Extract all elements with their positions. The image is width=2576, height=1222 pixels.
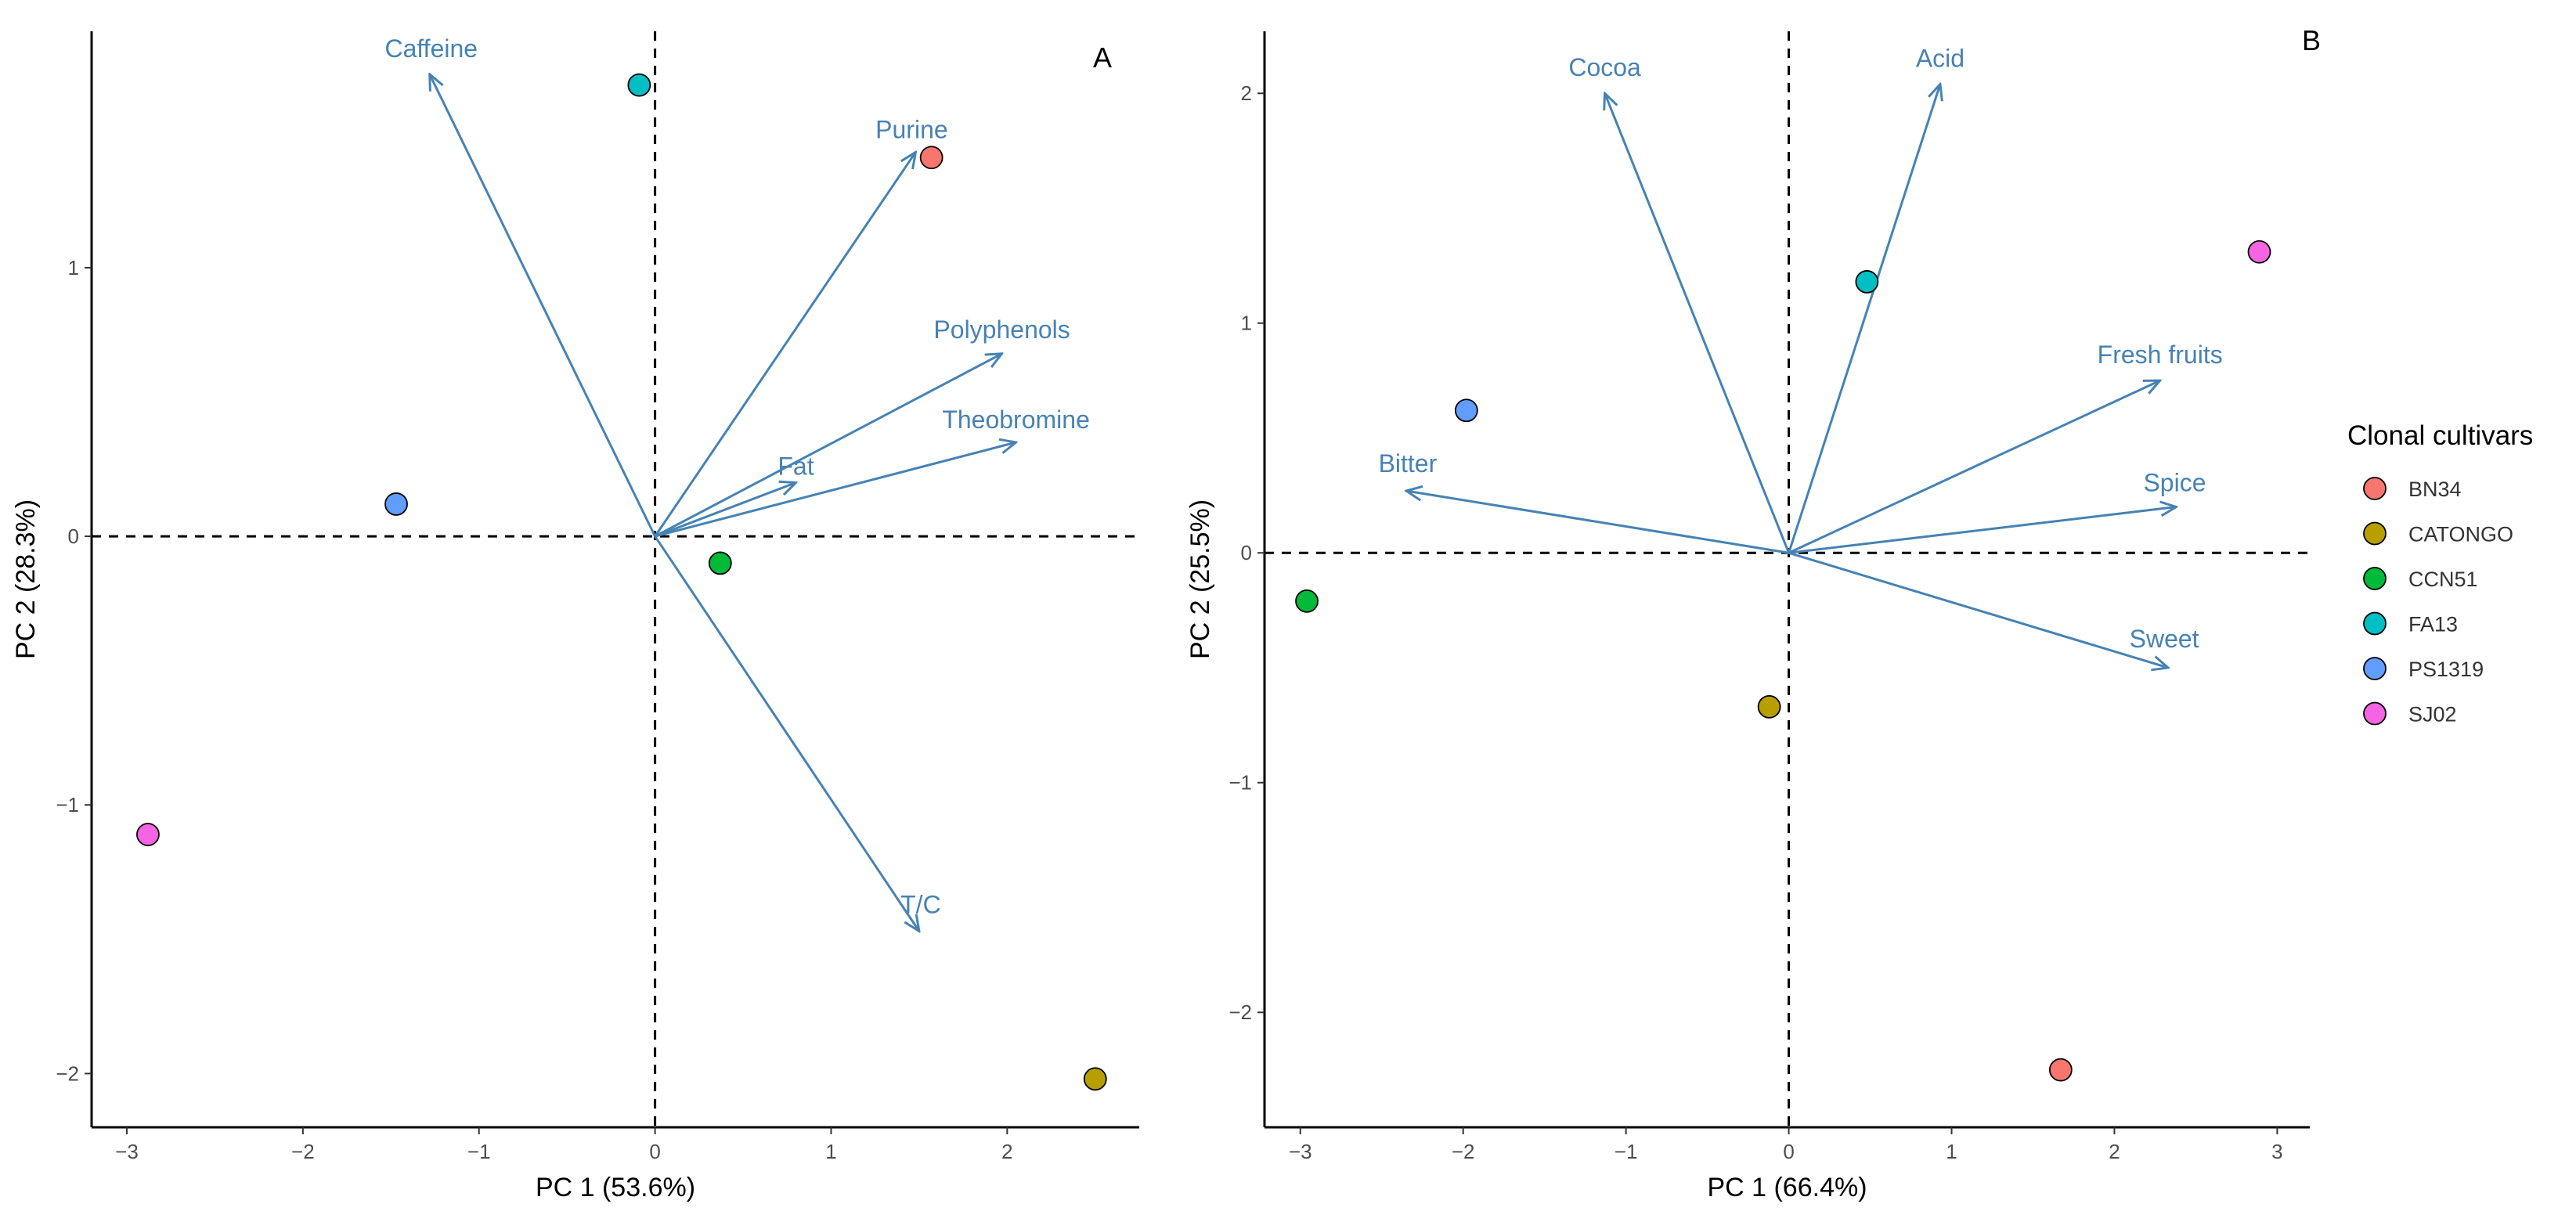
panel-b-point-catongo bbox=[1757, 694, 1781, 719]
panel-b-point-fa13 bbox=[1855, 270, 1879, 294]
panel-a-arrow-label-theobromine: Theobromine bbox=[942, 406, 1090, 434]
panel-a-arrow-label-polyphenols: Polyphenols bbox=[933, 315, 1070, 344]
panel-a-x-tick-label: 0 bbox=[649, 1140, 660, 1163]
legend-label-fa13: FA13 bbox=[2408, 613, 2458, 636]
panel-b-arrow-bitter bbox=[1406, 491, 1789, 554]
panel-a-y-axis-title: PC 2 (28.3%) bbox=[11, 499, 41, 659]
panel-b-point-bn34 bbox=[2048, 1058, 2073, 1082]
panel-b-x-tick-label: −2 bbox=[1452, 1140, 1475, 1163]
panel-a-x-tick-label: 1 bbox=[825, 1140, 836, 1163]
panel-b-arrow-label-cocoa: Cocoa bbox=[1568, 53, 1641, 81]
panel-a-y-tick-label: 1 bbox=[68, 256, 79, 279]
panel-b-arrow-label-sweet: Sweet bbox=[2130, 625, 2199, 653]
panel-a-arrow-fat bbox=[655, 482, 796, 538]
panel-a-point-sj02 bbox=[136, 823, 160, 846]
panel-a-arrow-polyphenols bbox=[654, 354, 1002, 538]
legend-key-fa13 bbox=[2363, 611, 2387, 636]
legend-label-catongo: CATONGO bbox=[2408, 523, 2513, 546]
legend-label-ps1319: PS1319 bbox=[2408, 658, 2484, 681]
panel-b-arrow-sweet bbox=[1788, 551, 2169, 668]
legend-label-bn34: BN34 bbox=[2408, 478, 2462, 501]
panel-b-x-tick-label: −1 bbox=[1615, 1140, 1638, 1163]
panel-a-arrow-theobromine bbox=[655, 442, 1016, 538]
legend-key-sj02 bbox=[2363, 701, 2387, 726]
legend-key-ccn51 bbox=[2363, 567, 2387, 590]
panel-a-x-tick-label: −1 bbox=[467, 1140, 491, 1163]
panel-b-arrow-label-fresh-fruits: Fresh fruits bbox=[2098, 341, 2223, 369]
panel-b-arrow-label-acid: Acid bbox=[1916, 45, 1964, 73]
panel-b-arrow-label-spice: Spice bbox=[2143, 469, 2206, 497]
panel-a-arrow-label-t-c: T/C bbox=[900, 891, 941, 919]
panel-b-arrow-cocoa bbox=[1605, 93, 1790, 553]
biplot-panel-a: −3 −2 −1 0 1 2 −2 −1 0 1 PC 1 (53.6%) PC 2 (28.3%) A… bbox=[11, 31, 1139, 1202]
panel-a-x-tick-label: −2 bbox=[291, 1140, 315, 1163]
panel-a-point-bn34 bbox=[919, 146, 943, 170]
legend: Clonal cultivars BN34 CATONGO CCN51 FA13 PS1… bbox=[2347, 420, 2533, 726]
legend-title: Clonal cultivars bbox=[2347, 420, 2533, 451]
panel-b-point-ps1319 bbox=[1454, 398, 1478, 423]
legend-key-ps1319 bbox=[2363, 657, 2387, 680]
panel-b-y-tick-label: −1 bbox=[1228, 771, 1252, 795]
panel-b-point-sj02 bbox=[2247, 240, 2271, 264]
panel-b-x-tick-label: −3 bbox=[1289, 1140, 1312, 1163]
panel-b-x-tick-label: 2 bbox=[2109, 1140, 2120, 1163]
panel-a-y-tick-label: −1 bbox=[56, 793, 79, 816]
panel-a-arrow-label-fat: Fat bbox=[777, 452, 814, 480]
panel-a-y-tick-label: −2 bbox=[56, 1062, 79, 1085]
panel-a-point-catongo bbox=[1083, 1067, 1107, 1091]
panel-a-x-tick-label: 2 bbox=[1001, 1140, 1012, 1163]
panel-a-arrow-purine bbox=[654, 152, 916, 537]
legend-key-catongo bbox=[2363, 521, 2387, 546]
panel-b-y-tick-label: 0 bbox=[1241, 541, 1252, 564]
panel-b-y-axis-title: PC 2 (25.5%) bbox=[1185, 499, 1215, 659]
panel-a-point-ps1319 bbox=[384, 492, 408, 516]
panel-b-x-tick-label: 0 bbox=[1783, 1140, 1794, 1163]
panel-b-x-tick-label: 3 bbox=[2271, 1140, 2282, 1163]
panel-a-x-axis-title: PC 1 (53.6%) bbox=[536, 1173, 695, 1202]
legend-key-bn34 bbox=[2363, 477, 2387, 500]
panel-b-y-tick-label: 1 bbox=[1241, 312, 1252, 335]
panel-b-arrow-fresh-fruits bbox=[1788, 380, 2160, 554]
legend-label-sj02: SJ02 bbox=[2408, 703, 2457, 726]
panel-a-arrow-t-c bbox=[654, 535, 919, 931]
panel-b-y-tick-label: −2 bbox=[1228, 1000, 1252, 1024]
biplot-panel-b: −3 −2 −1 0 1 2 3 −2 −1 0 1 2 PC 1 (66.4%) PC 2 (25.5%… bbox=[1185, 24, 2321, 1202]
panel-a-arrow-label-caffeine: Caffeine bbox=[384, 34, 478, 63]
panel-a-y-tick-label: 0 bbox=[68, 524, 79, 548]
panel-a-arrow-label-purine: Purine bbox=[875, 115, 948, 143]
panel-b-letter: B bbox=[2302, 24, 2321, 56]
panel-a-letter: A bbox=[1093, 41, 1112, 74]
panel-a-point-ccn51 bbox=[708, 551, 732, 575]
panel-b-point-ccn51 bbox=[1295, 589, 1319, 613]
panel-b-arrow-label-bitter: Bitter bbox=[1379, 449, 1438, 478]
panel-b-y-tick-label: 2 bbox=[1241, 81, 1252, 105]
panel-b-x-axis-title: PC 1 (66.4%) bbox=[1707, 1173, 1867, 1202]
panel-a-x-tick-label: −3 bbox=[115, 1140, 139, 1163]
panel-b-arrow-acid bbox=[1788, 85, 1940, 553]
panel-a-arrow-caffeine bbox=[430, 74, 656, 537]
legend-label-ccn51: CCN51 bbox=[2408, 568, 2478, 591]
panel-b-x-tick-label: 1 bbox=[1946, 1140, 1957, 1163]
panel-b-arrow-spice bbox=[1788, 507, 2177, 554]
panel-a-point-fa13 bbox=[627, 73, 651, 97]
